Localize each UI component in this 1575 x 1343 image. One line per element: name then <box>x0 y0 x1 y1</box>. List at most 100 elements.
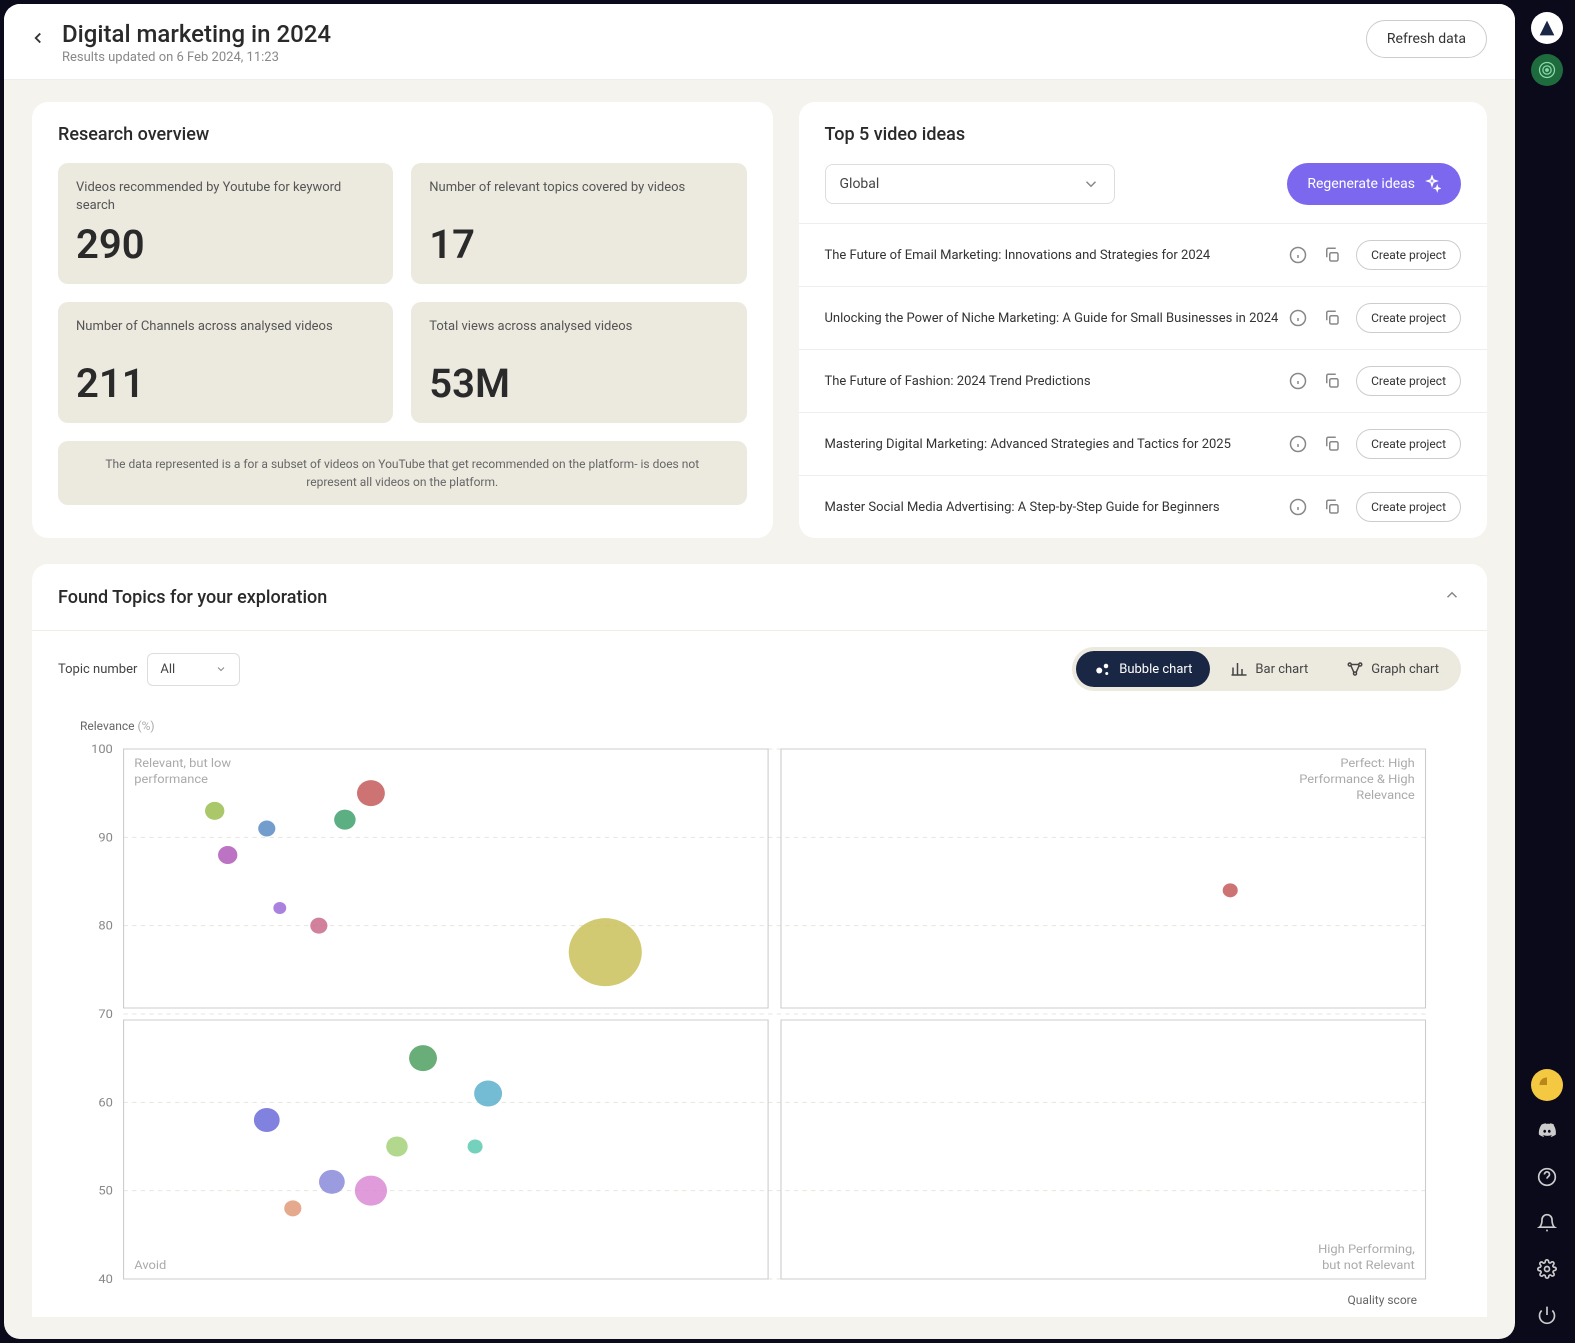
regenerate-label: Regenerate ideas <box>1307 176 1415 192</box>
svg-text:50: 50 <box>98 1184 112 1198</box>
info-icon[interactable] <box>1288 497 1308 517</box>
copy-icon[interactable] <box>1322 245 1342 265</box>
bubble-chart: Relevance (%) 405060708090100Relevant, b… <box>32 709 1487 1317</box>
settings-icon[interactable] <box>1531 1253 1563 1285</box>
page-title: Digital marketing in 2024 <box>62 20 1366 48</box>
idea-title: The Future of Email Marketing: Innovatio… <box>825 248 1289 263</box>
secondary-logo-icon[interactable] <box>1531 54 1563 86</box>
svg-text:Avoid: Avoid <box>134 1258 166 1272</box>
info-icon[interactable] <box>1288 308 1308 328</box>
bubble-point[interactable] <box>386 1137 407 1157</box>
topic-number-select[interactable]: All <box>147 653 240 686</box>
research-overview-card: Research overview Videos recommended by … <box>32 102 773 538</box>
svg-text:70: 70 <box>98 1007 112 1021</box>
svg-text:80: 80 <box>98 919 112 933</box>
create-project-button[interactable]: Create project <box>1356 429 1461 459</box>
bubble-point[interactable] <box>310 918 327 934</box>
stat-label: Number of relevant topics covered by vid… <box>429 179 728 215</box>
info-icon[interactable] <box>1288 245 1308 265</box>
svg-text:Perfect: High: Perfect: High <box>1340 756 1415 770</box>
idea-title: The Future of Fashion: 2024 Trend Predic… <box>825 374 1289 389</box>
found-topics-card: Found Topics for your exploration Topic … <box>32 564 1487 1317</box>
power-icon[interactable] <box>1531 1299 1563 1331</box>
idea-row: Unlocking the Power of Niche Marketing: … <box>799 286 1488 349</box>
bubble-point[interactable] <box>284 1200 301 1216</box>
overview-title: Research overview <box>58 124 747 145</box>
bubble-point[interactable] <box>357 780 385 806</box>
chevron-down-icon <box>1082 175 1100 193</box>
bubble-point[interactable] <box>474 1081 502 1107</box>
svg-text:Performance & High: Performance & High <box>1299 772 1415 786</box>
bubble-point[interactable] <box>468 1140 483 1154</box>
bubble-point[interactable] <box>205 802 224 820</box>
help-icon[interactable] <box>1531 1161 1563 1193</box>
svg-text:but not Relevant: but not Relevant <box>1322 1258 1415 1272</box>
app-logo-icon[interactable] <box>1531 12 1563 44</box>
create-project-button[interactable]: Create project <box>1356 303 1461 333</box>
bubble-point[interactable] <box>569 918 642 986</box>
bubble-point[interactable] <box>273 902 286 914</box>
bubble-point[interactable] <box>254 1108 280 1132</box>
video-ideas-card: Top 5 video ideas Global Regenerate idea… <box>799 102 1488 538</box>
create-project-button[interactable]: Create project <box>1356 492 1461 522</box>
copy-icon[interactable] <box>1322 434 1342 454</box>
back-button[interactable] <box>24 24 52 52</box>
topic-filter: Topic number All <box>58 653 240 686</box>
stat-label: Number of Channels across analysed video… <box>76 318 375 354</box>
overview-disclaimer: The data represented is a for a subset o… <box>58 441 747 505</box>
bubble-point[interactable] <box>258 821 275 837</box>
copy-icon[interactable] <box>1322 308 1342 328</box>
svg-text:High Performing,: High Performing, <box>1318 1242 1415 1256</box>
idea-row: The Future of Email Marketing: Innovatio… <box>799 223 1488 286</box>
stat-value: 53M <box>429 360 728 407</box>
bubble-point[interactable] <box>218 846 237 864</box>
refresh-button[interactable]: Refresh data <box>1366 20 1487 58</box>
stat-box: Number of Channels across analysed video… <box>58 302 393 423</box>
sparkle-icon <box>1423 175 1441 193</box>
toggle-graph-chart[interactable]: Graph chart <box>1328 651 1457 687</box>
info-icon[interactable] <box>1288 434 1308 454</box>
region-select[interactable]: Global <box>825 164 1115 204</box>
page-header: Digital marketing in 2024 Results update… <box>4 4 1515 80</box>
stat-box: Videos recommended by Youtube for keywor… <box>58 163 393 284</box>
topic-filter-label: Topic number <box>58 662 137 677</box>
toggle-bar-chart[interactable]: Bar chart <box>1212 651 1326 687</box>
idea-row: Master Social Media Advertising: A Step-… <box>799 475 1488 538</box>
bubble-point[interactable] <box>334 810 355 830</box>
svg-text:40: 40 <box>98 1272 112 1286</box>
info-icon[interactable] <box>1288 371 1308 391</box>
bubble-point[interactable] <box>409 1045 437 1071</box>
copy-icon[interactable] <box>1322 497 1342 517</box>
premium-icon[interactable] <box>1531 1069 1563 1101</box>
ideas-title: Top 5 video ideas <box>799 124 1488 145</box>
stat-box: Total views across analysed videos 53M <box>411 302 746 423</box>
page-subtitle: Results updated on 6 Feb 2024, 11:23 <box>62 50 1366 65</box>
stat-label: Videos recommended by Youtube for keywor… <box>76 179 375 215</box>
stat-value: 211 <box>76 360 375 407</box>
idea-title: Master Social Media Advertising: A Step-… <box>825 500 1289 515</box>
graph-icon <box>1346 660 1364 678</box>
stat-label: Total views across analysed videos <box>429 318 728 354</box>
chevron-down-icon <box>215 663 227 675</box>
x-axis-label: Quality score <box>72 1293 1447 1307</box>
idea-row: The Future of Fashion: 2024 Trend Predic… <box>799 349 1488 412</box>
idea-row: Mastering Digital Marketing: Advanced St… <box>799 412 1488 475</box>
topics-title: Found Topics for your exploration <box>58 587 327 608</box>
notifications-icon[interactable] <box>1531 1207 1563 1239</box>
svg-text:Relevance: Relevance <box>1356 788 1415 802</box>
regenerate-button[interactable]: Regenerate ideas <box>1287 163 1461 205</box>
create-project-button[interactable]: Create project <box>1356 240 1461 270</box>
bubble-point[interactable] <box>319 1170 345 1194</box>
idea-title: Unlocking the Power of Niche Marketing: … <box>825 311 1289 326</box>
svg-text:60: 60 <box>98 1096 112 1110</box>
create-project-button[interactable]: Create project <box>1356 366 1461 396</box>
copy-icon[interactable] <box>1322 371 1342 391</box>
discord-icon[interactable] <box>1531 1115 1563 1147</box>
y-axis-label: Relevance (%) <box>80 719 1447 733</box>
collapse-button[interactable] <box>1443 586 1461 608</box>
toggle-bubble-chart[interactable]: Bubble chart <box>1076 651 1210 687</box>
bubble-point[interactable] <box>1223 883 1238 897</box>
bubble-point[interactable] <box>355 1176 387 1206</box>
svg-text:performance: performance <box>134 772 208 786</box>
bubble-icon <box>1094 660 1112 678</box>
